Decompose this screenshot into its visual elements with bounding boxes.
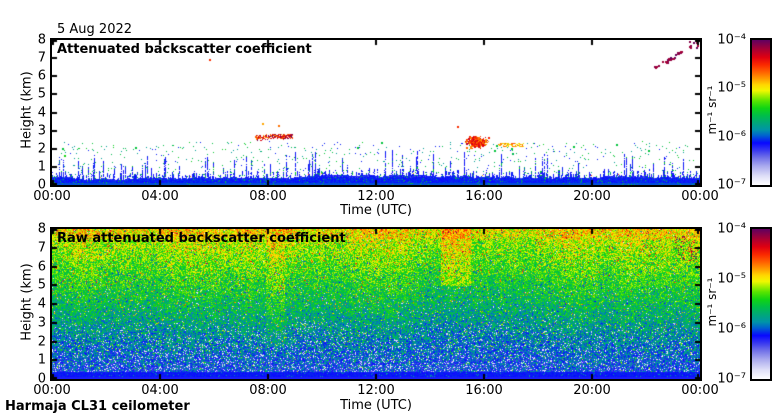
colorbar-tick-label: 10⁻⁵ [717, 271, 746, 287]
date-label: 5 Aug 2022 [57, 22, 133, 37]
y-tick-label: 3 [37, 123, 46, 139]
x-tick-label: 04:00 [141, 383, 179, 398]
heatmap-canvas-attenuated [52, 40, 700, 185]
x-tick-label: 16:00 [465, 189, 503, 204]
x-tick-label: 04:00 [141, 189, 179, 204]
y-tick-label: 1 [37, 352, 46, 368]
panel2-title: Raw attenuated backscatter coefficient [57, 231, 346, 246]
y-tick-label: 8 [37, 221, 46, 237]
y-tick-label: 4 [37, 296, 46, 312]
colorbar-tick-label: 10⁻⁷ [717, 177, 746, 193]
x-tick-label: 12:00 [357, 189, 395, 204]
y-tick-label: 5 [37, 277, 46, 293]
panel1-x-axis-label: Time (UTC) [340, 203, 412, 218]
colorbar-tick-label: 10⁻⁷ [717, 371, 746, 387]
y-tick-label: 1 [37, 159, 46, 175]
y-tick-label: 0 [37, 371, 46, 387]
x-tick-label: 08:00 [249, 189, 287, 204]
y-tick-label: 0 [37, 177, 46, 193]
y-tick-label: 6 [37, 259, 46, 274]
y-tick-label: 3 [37, 315, 46, 331]
x-tick-label: 12:00 [357, 383, 395, 398]
y-tick-label: 6 [37, 68, 46, 84]
heatmap-canvas-raw [52, 229, 700, 379]
colorbar-tick-label: 10⁻⁶ [717, 321, 746, 337]
panel2-x-axis-label: Time (UTC) [340, 398, 412, 413]
y-tick-label: 8 [37, 32, 46, 48]
panel1-title: Attenuated backscatter coefficient [57, 42, 312, 57]
x-tick-label: 00:00 [33, 189, 71, 204]
y-tick-label: 2 [37, 141, 46, 157]
colorbar-tick-label: 10⁻⁶ [717, 129, 746, 145]
colorbar-tick-label: 10⁻⁴ [717, 221, 746, 237]
x-tick-label: 00:00 [681, 189, 719, 204]
y-tick-label: 7 [37, 50, 46, 66]
x-tick-label: 20:00 [573, 189, 611, 204]
x-tick-label: 16:00 [465, 383, 503, 398]
colorbar-raw [750, 227, 772, 381]
y-tick-label: 5 [37, 86, 46, 102]
x-tick-label: 00:00 [33, 383, 71, 398]
x-tick-label: 08:00 [249, 383, 287, 398]
colorbar-tick-label: 10⁻⁵ [717, 80, 746, 96]
panel-attenuated-backscatter: Attenuated backscatter coefficient [50, 38, 702, 187]
instrument-label: Harmaja CL31 ceilometer [5, 399, 190, 414]
y-tick-label: 7 [37, 240, 46, 256]
panel-raw-backscatter: Raw attenuated backscatter coefficient [50, 227, 702, 381]
x-tick-label: 20:00 [573, 383, 611, 398]
y-tick-label: 2 [37, 334, 46, 349]
y-tick-label: 4 [37, 105, 46, 120]
colorbar-attenuated [750, 38, 772, 187]
colorbar-tick-label: 10⁻⁴ [717, 32, 746, 48]
x-tick-label: 00:00 [681, 383, 719, 398]
